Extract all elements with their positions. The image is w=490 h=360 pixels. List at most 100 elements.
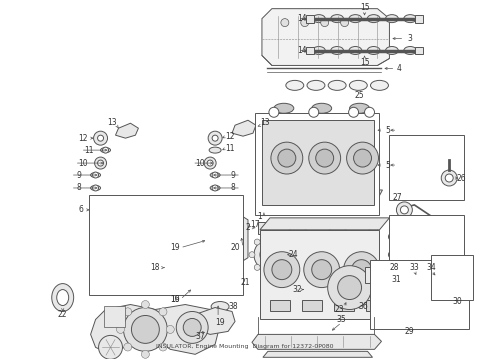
Text: 38: 38: [228, 302, 238, 311]
Circle shape: [414, 229, 445, 261]
Ellipse shape: [370, 305, 398, 319]
Circle shape: [309, 107, 318, 117]
Ellipse shape: [349, 103, 369, 113]
Circle shape: [123, 307, 167, 351]
Text: 13: 13: [108, 118, 117, 127]
Circle shape: [91, 197, 100, 207]
Circle shape: [124, 343, 132, 351]
Text: 5: 5: [385, 161, 390, 170]
Bar: [262, 120, 374, 205]
Circle shape: [159, 308, 167, 316]
Circle shape: [212, 135, 218, 141]
Ellipse shape: [361, 299, 378, 316]
Circle shape: [321, 19, 329, 27]
Bar: [416, 46, 423, 54]
Polygon shape: [91, 305, 220, 354]
Circle shape: [142, 301, 149, 309]
Text: 22: 22: [58, 310, 68, 319]
Ellipse shape: [92, 214, 99, 219]
Ellipse shape: [328, 80, 346, 90]
Ellipse shape: [231, 247, 239, 251]
Circle shape: [281, 19, 289, 27]
Ellipse shape: [305, 223, 331, 233]
Circle shape: [183, 319, 201, 336]
Text: 10: 10: [78, 158, 87, 167]
Circle shape: [117, 325, 124, 333]
Ellipse shape: [313, 46, 325, 54]
Circle shape: [260, 245, 280, 265]
Ellipse shape: [404, 46, 416, 54]
Circle shape: [352, 260, 371, 280]
Text: 13: 13: [260, 118, 270, 127]
Circle shape: [441, 170, 457, 186]
Circle shape: [98, 135, 103, 141]
Circle shape: [93, 172, 98, 178]
Text: 30: 30: [452, 297, 462, 306]
Circle shape: [98, 336, 122, 359]
Text: 18: 18: [150, 263, 160, 272]
Circle shape: [94, 131, 107, 145]
Bar: [302, 300, 322, 311]
Ellipse shape: [331, 15, 343, 23]
Ellipse shape: [386, 15, 398, 23]
Text: 15: 15: [360, 3, 369, 12]
Bar: [255, 113, 379, 215]
Ellipse shape: [386, 46, 398, 54]
Ellipse shape: [349, 46, 362, 54]
Circle shape: [338, 276, 362, 300]
Ellipse shape: [331, 46, 343, 54]
Text: 16: 16: [171, 295, 180, 304]
Bar: [390, 135, 464, 200]
Text: 9: 9: [76, 171, 81, 180]
Text: 21: 21: [240, 278, 250, 287]
Text: 3: 3: [407, 34, 412, 43]
Circle shape: [98, 160, 103, 166]
Ellipse shape: [307, 80, 325, 90]
Circle shape: [212, 185, 218, 191]
Ellipse shape: [438, 264, 466, 296]
Circle shape: [204, 157, 216, 169]
Text: 25: 25: [355, 91, 365, 100]
Circle shape: [280, 264, 286, 270]
Ellipse shape: [312, 103, 332, 113]
Ellipse shape: [91, 172, 100, 177]
Circle shape: [131, 315, 159, 343]
Ellipse shape: [321, 259, 339, 276]
Circle shape: [272, 260, 292, 280]
Polygon shape: [262, 9, 390, 66]
Circle shape: [309, 142, 341, 174]
Circle shape: [264, 252, 300, 288]
Circle shape: [445, 174, 453, 182]
Text: 19: 19: [171, 295, 180, 304]
Bar: [89, 195, 243, 294]
Circle shape: [95, 157, 106, 169]
Text: 5: 5: [385, 126, 390, 135]
Bar: [306, 46, 314, 54]
Text: 37: 37: [196, 332, 205, 341]
Bar: [103, 306, 125, 328]
Polygon shape: [262, 190, 383, 205]
Text: 35: 35: [337, 315, 346, 324]
Polygon shape: [263, 351, 372, 357]
Ellipse shape: [413, 269, 440, 283]
Text: 34: 34: [426, 263, 436, 272]
Polygon shape: [225, 215, 248, 263]
Ellipse shape: [444, 270, 460, 289]
Bar: [369, 260, 469, 329]
Bar: [416, 15, 423, 23]
Polygon shape: [252, 334, 382, 349]
Circle shape: [93, 185, 98, 191]
Ellipse shape: [389, 249, 410, 261]
Circle shape: [269, 107, 279, 117]
Text: 32: 32: [292, 285, 302, 294]
Circle shape: [348, 107, 359, 117]
Ellipse shape: [299, 284, 321, 296]
Circle shape: [230, 230, 240, 240]
Polygon shape: [315, 300, 360, 318]
Polygon shape: [190, 307, 235, 334]
Text: 6: 6: [78, 206, 83, 215]
Circle shape: [421, 237, 437, 253]
Circle shape: [365, 107, 374, 117]
Text: 9: 9: [231, 171, 236, 180]
Circle shape: [400, 206, 408, 214]
